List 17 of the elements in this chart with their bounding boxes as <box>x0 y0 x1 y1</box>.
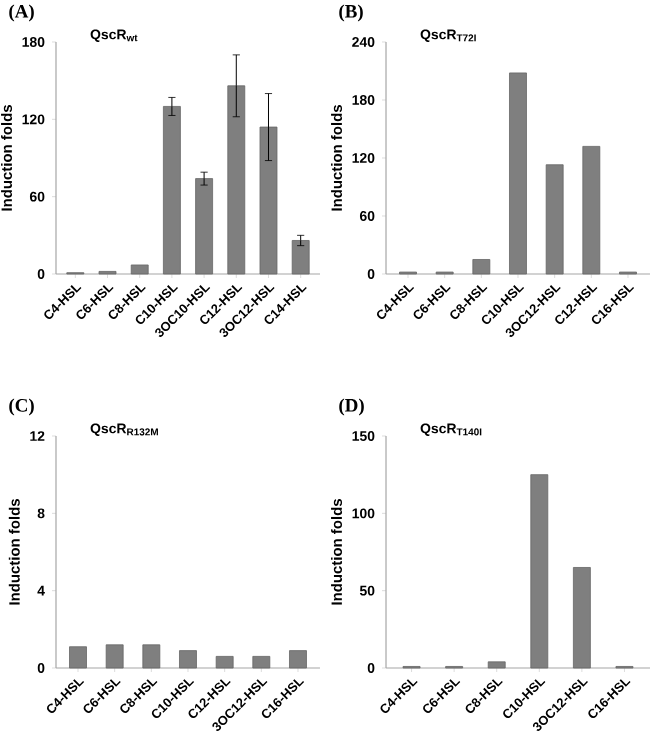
bar <box>472 259 491 275</box>
text: (C) <box>9 398 34 416</box>
bar <box>163 106 181 275</box>
bar <box>130 264 149 275</box>
bar <box>572 567 591 669</box>
bar <box>509 72 527 275</box>
text: (D) <box>339 398 364 416</box>
bar <box>487 661 506 669</box>
bar <box>259 126 278 275</box>
bar <box>530 474 549 669</box>
bar <box>582 145 601 275</box>
bar <box>545 164 564 275</box>
text: (A) <box>9 4 34 22</box>
text: (B) <box>339 4 363 22</box>
bar <box>195 178 213 275</box>
bar <box>227 85 246 275</box>
bar <box>291 240 310 275</box>
